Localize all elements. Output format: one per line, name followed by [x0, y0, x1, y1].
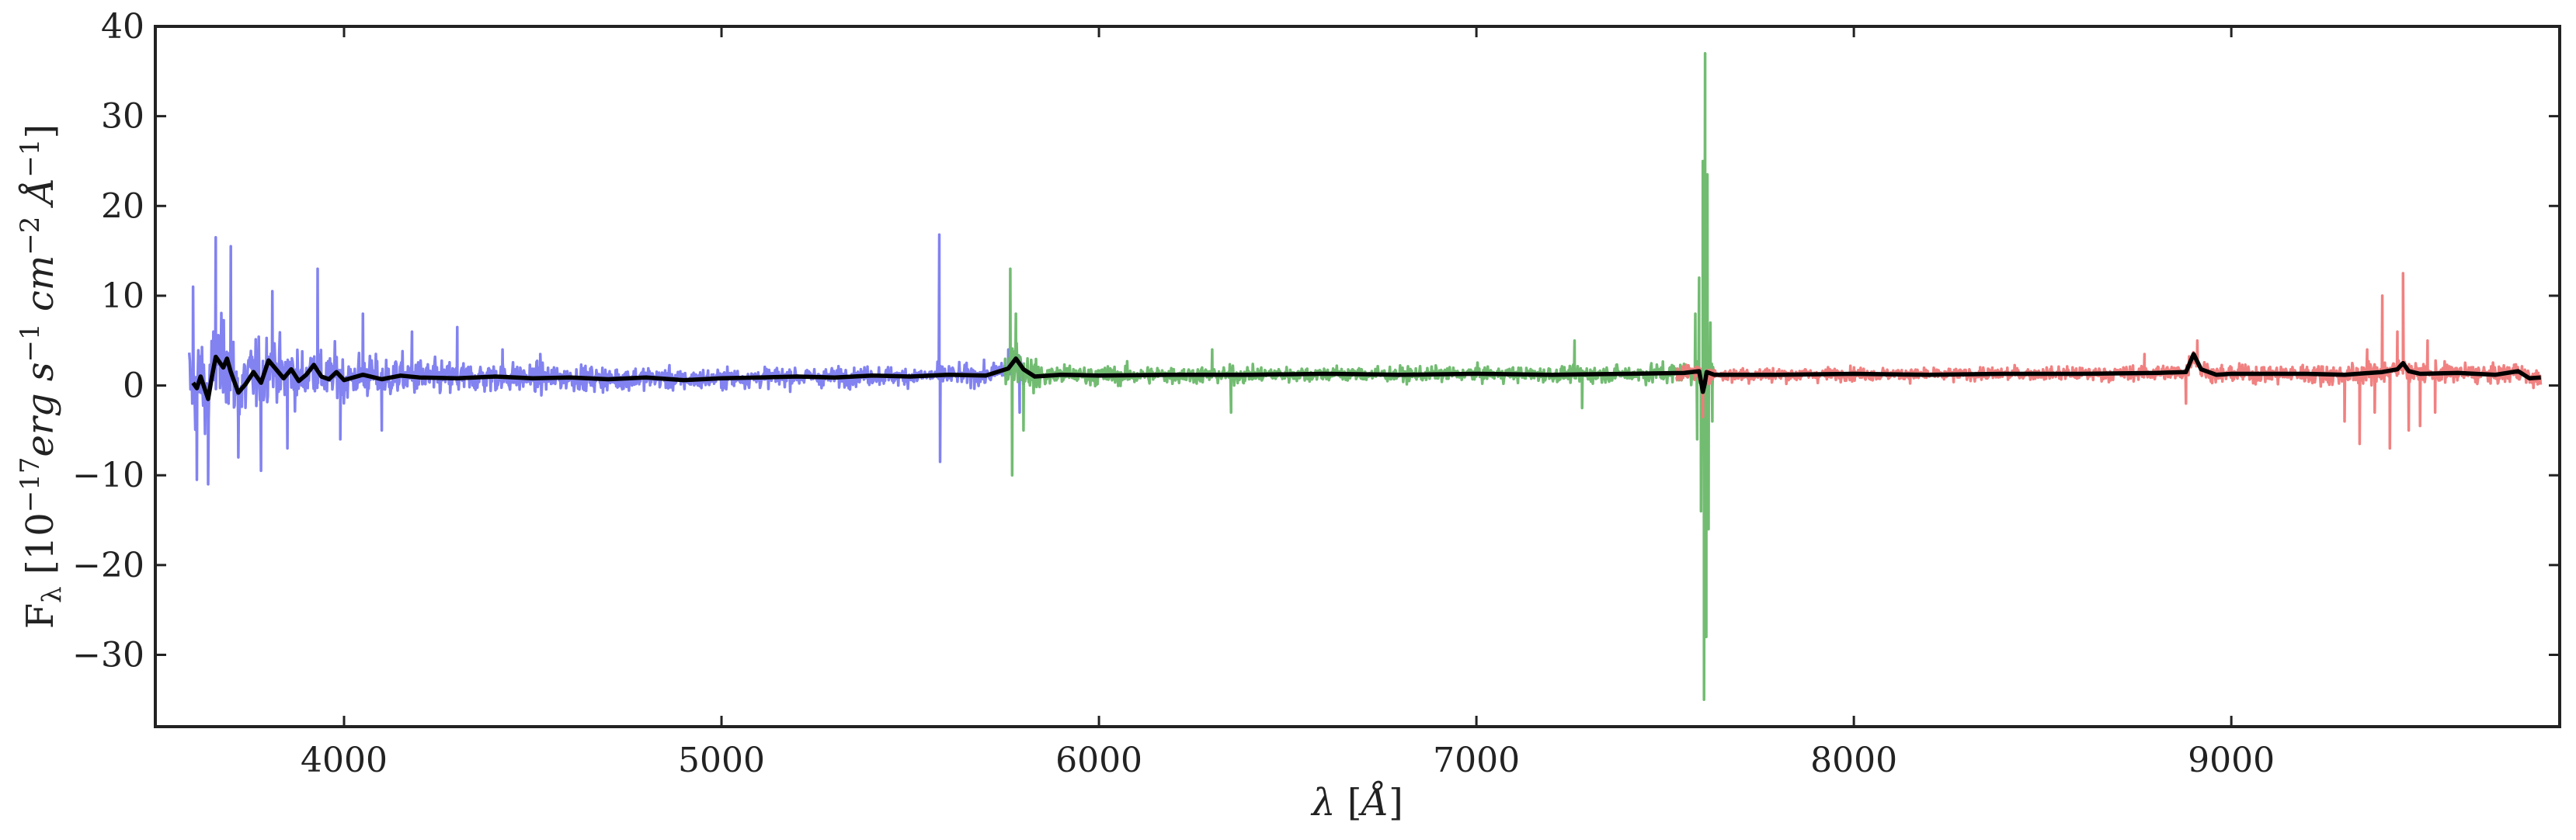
y-tick-label: 0	[123, 366, 144, 406]
y-tick-label: −10	[72, 456, 144, 495]
y-tick-label: −20	[72, 546, 144, 585]
x-axis: 4000 5000 6000 7000 8000 9000	[301, 26, 2275, 780]
series-line-smoothed	[191, 352, 2541, 401]
x-tick-label: 7000	[1433, 741, 1520, 780]
x-tick-label: 5000	[678, 741, 765, 780]
x-tick-label: 6000	[1055, 741, 1142, 780]
x-axis-label: λ [Å]	[1310, 780, 1403, 824]
series-line-3	[1674, 272, 2543, 450]
series-line-1	[187, 233, 1025, 486]
x-tick-label: 8000	[1810, 741, 1897, 780]
plot-frame	[154, 25, 2561, 728]
y-tick-label: 40	[101, 7, 144, 47]
y-tick-label: 20	[101, 186, 144, 226]
y-tick-label: 30	[101, 97, 144, 137]
y-tick-label: −30	[72, 635, 144, 675]
y-tick-label: 10	[101, 276, 144, 316]
series-layer	[187, 51, 2543, 702]
x-tick-label: 9000	[2188, 741, 2275, 780]
y-axis-label: Fλ [10−17erg s−1 cm−2 Å−1]	[15, 124, 68, 629]
x-tick-label: 4000	[301, 741, 388, 780]
y-axis: −30 −20 −10 0 10 20 30 40	[72, 7, 2560, 675]
